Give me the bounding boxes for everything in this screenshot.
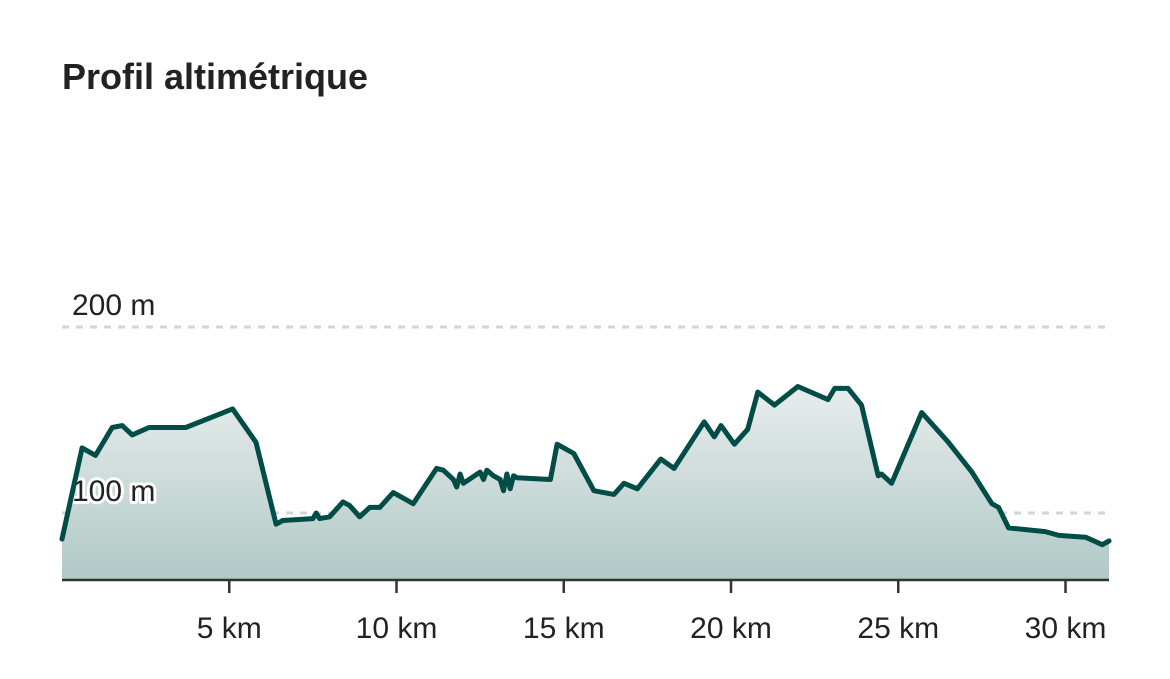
elevation-line xyxy=(59,384,1112,548)
x-tick-label-1: 10 km xyxy=(356,612,438,645)
y-tick-label-1: 200 m xyxy=(72,289,155,322)
x-tick-label-4: 25 km xyxy=(857,612,939,645)
x-tick-label-0: 5 km xyxy=(197,612,262,645)
y-tick-label-0: 100 m xyxy=(72,475,155,508)
elevation-area xyxy=(62,386,1109,580)
y-axis-labels: 100 m 200 m xyxy=(69,286,158,511)
x-axis-ticks: 5 km 10 km 15 km 20 km 25 km 30 km xyxy=(197,580,1107,645)
x-tick-label-3: 20 km xyxy=(690,612,772,645)
x-tick-label-2: 15 km xyxy=(523,612,605,645)
chart-title: Profil altimétrique xyxy=(62,56,369,97)
x-tick-label-5: 30 km xyxy=(1025,612,1107,645)
